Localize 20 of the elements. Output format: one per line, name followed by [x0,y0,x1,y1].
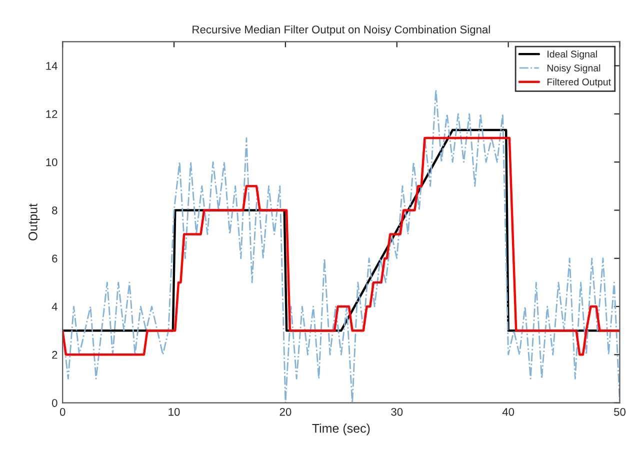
y-axis-title: Output [28,204,40,240]
x-tick-label: 10 [168,408,180,416]
y-tick-label: 12 [46,110,58,118]
y-tick-label: 10 [46,158,58,166]
x-tick-label: 50 [614,408,626,416]
y-tick-label: 0 [52,399,58,407]
x-tick-label: 40 [502,408,514,416]
y-tick-label: 14 [46,62,58,70]
x-axis-title: Time (sec) [312,424,370,436]
legend-label: Noisy Signal [547,64,600,74]
y-tick-label: 4 [52,302,58,311]
x-tick-label: 20 [280,408,292,416]
x-tick-label: 0 [60,408,66,416]
y-tick-label: 8 [52,206,58,214]
legend-label: Ideal Signal [548,50,597,60]
x-tick-label: 30 [391,408,403,416]
y-tick-label: 6 [52,254,58,262]
chart-title: Recursive Median Filter Output on Noisy Combination Signal [192,25,490,36]
y-tick-label: 2 [52,350,58,359]
legend-label: Filtered Output [547,78,611,88]
